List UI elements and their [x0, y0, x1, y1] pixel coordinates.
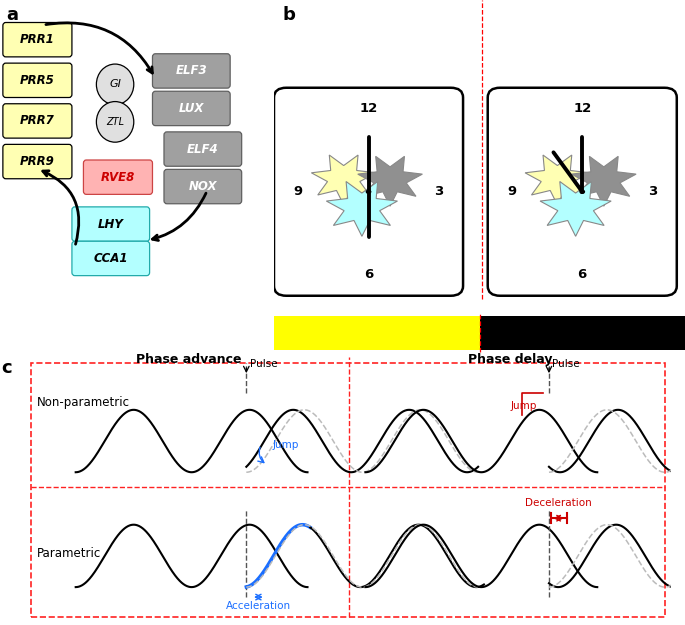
Text: PRR7: PRR7 — [20, 114, 55, 128]
Circle shape — [580, 189, 585, 194]
FancyBboxPatch shape — [3, 144, 72, 179]
FancyBboxPatch shape — [3, 104, 72, 138]
Circle shape — [97, 101, 134, 142]
Text: Parametric: Parametric — [37, 548, 101, 560]
FancyBboxPatch shape — [153, 54, 230, 88]
FancyBboxPatch shape — [3, 63, 72, 98]
Text: Pulse: Pulse — [249, 359, 277, 369]
Text: PRR9: PRR9 — [20, 155, 55, 168]
Text: Non-parametric: Non-parametric — [37, 396, 130, 409]
Polygon shape — [358, 156, 423, 206]
Polygon shape — [571, 156, 636, 206]
Text: c: c — [1, 359, 12, 377]
Text: 6: 6 — [364, 268, 373, 281]
FancyBboxPatch shape — [488, 88, 677, 296]
Text: GI: GI — [109, 79, 121, 89]
Text: LHY: LHY — [98, 217, 124, 231]
Text: PRR5: PRR5 — [20, 74, 55, 87]
Text: a: a — [5, 6, 18, 24]
Text: Pulse: Pulse — [552, 359, 580, 369]
FancyBboxPatch shape — [72, 241, 149, 276]
Text: ZTL: ZTL — [106, 117, 124, 127]
Polygon shape — [525, 155, 590, 205]
FancyBboxPatch shape — [164, 132, 242, 166]
FancyBboxPatch shape — [3, 22, 72, 57]
FancyBboxPatch shape — [164, 169, 242, 204]
Text: RVE8: RVE8 — [101, 171, 135, 184]
Polygon shape — [540, 181, 611, 236]
Text: ELF3: ELF3 — [175, 64, 207, 78]
Polygon shape — [312, 155, 376, 205]
FancyBboxPatch shape — [153, 91, 230, 126]
Text: Jump: Jump — [510, 401, 537, 411]
Text: 3: 3 — [434, 185, 443, 198]
Text: Phase advance: Phase advance — [136, 353, 241, 366]
Text: 6: 6 — [577, 268, 587, 281]
Circle shape — [366, 189, 371, 194]
Text: LUX: LUX — [179, 102, 204, 115]
Text: Jump: Jump — [272, 441, 299, 451]
Text: Acceleration: Acceleration — [226, 601, 291, 611]
Text: Phase delay: Phase delay — [468, 353, 553, 366]
FancyBboxPatch shape — [274, 88, 463, 296]
Text: 9: 9 — [294, 185, 303, 198]
Text: PRR1: PRR1 — [20, 33, 55, 46]
FancyBboxPatch shape — [84, 160, 153, 194]
Text: ELF4: ELF4 — [187, 142, 219, 156]
Text: 12: 12 — [573, 102, 591, 116]
Text: 3: 3 — [648, 185, 657, 198]
Text: 12: 12 — [360, 102, 377, 116]
Bar — [274, 316, 479, 350]
Circle shape — [97, 64, 134, 104]
Polygon shape — [326, 181, 397, 236]
FancyBboxPatch shape — [72, 207, 149, 241]
Bar — [479, 316, 685, 350]
Text: b: b — [282, 6, 295, 24]
Text: Deceleration: Deceleration — [525, 498, 592, 508]
Text: NOX: NOX — [188, 180, 217, 193]
Text: 9: 9 — [508, 185, 516, 198]
Text: CCA1: CCA1 — [94, 252, 128, 265]
